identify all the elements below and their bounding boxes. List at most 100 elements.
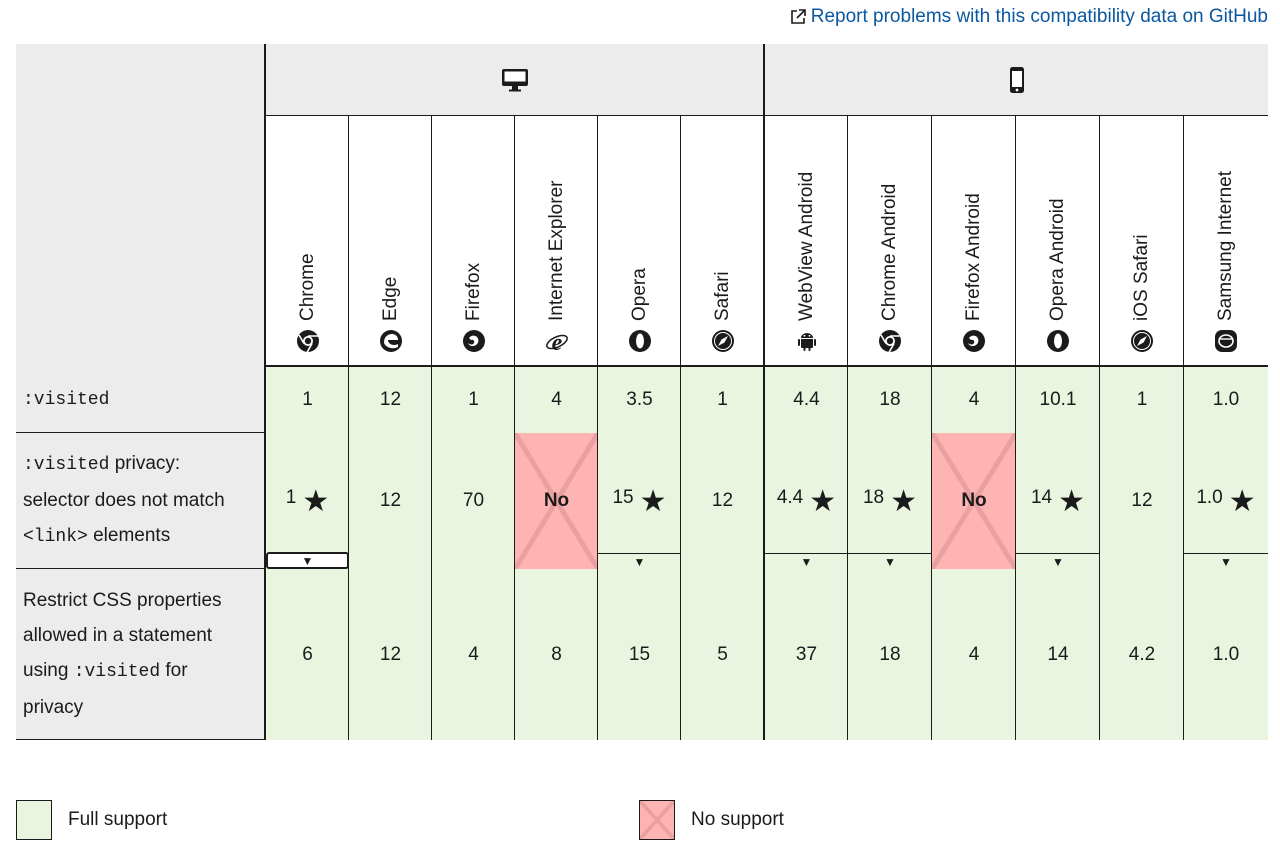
table-corner <box>16 44 265 367</box>
desktop-icon <box>502 68 528 91</box>
feature-code: <link> <box>23 527 88 547</box>
no-support-label: No <box>961 490 987 511</box>
support-cell: 4 <box>931 569 1016 740</box>
version-value: 3.5 <box>626 389 653 410</box>
support-cell: 4 <box>931 367 1016 434</box>
expand-toggle-icon[interactable]: ▼ <box>1016 553 1100 569</box>
version-value: 4 <box>968 389 980 410</box>
version-value: 12 <box>379 643 402 665</box>
browser-header-firefox-android: Firefox Android <box>931 116 1016 367</box>
note-star-icon: ★ <box>1228 485 1256 518</box>
support-cell: 6 <box>264 569 349 740</box>
feature-text: for <box>165 660 188 681</box>
no-support-label: No <box>543 490 570 511</box>
version-value: 1 <box>302 389 313 410</box>
feature-name-row-2: :visited privacy: selector does not match… <box>16 433 265 569</box>
support-cell: 12 <box>348 433 432 570</box>
feature-code: :visited <box>23 390 110 410</box>
support-cell: 12 <box>680 433 764 570</box>
browser-label: Firefox Android <box>963 193 984 321</box>
legend-none-label: No support <box>691 809 784 830</box>
full-support-swatch <box>16 800 52 840</box>
browser-label: Edge <box>379 276 401 321</box>
support-cell: 1.0 <box>1183 367 1268 434</box>
version-value: 70 <box>462 490 485 511</box>
safari-icon <box>1130 329 1154 353</box>
version-value: 1 <box>717 389 728 410</box>
legend-full-support: Full support <box>16 800 167 840</box>
version-value: 1.0 <box>1212 643 1240 665</box>
edge-icon <box>379 329 403 353</box>
expand-toggle-icon[interactable]: ▼ <box>598 553 681 569</box>
version-value: 1 <box>1136 389 1148 410</box>
report-problems-link[interactable]: Report problems with this compatibility … <box>789 6 1268 28</box>
samsung-icon <box>1214 329 1238 353</box>
support-cell: 70 <box>431 433 515 570</box>
version-value: 4 <box>551 389 562 410</box>
expand-toggle-icon[interactable]: ▼ <box>1184 553 1268 569</box>
legend-full-label: Full support <box>68 809 168 830</box>
support-cell: 8 <box>514 569 598 740</box>
firefox-icon <box>462 329 486 353</box>
browser-label: iOS Safari <box>1131 234 1152 321</box>
browser-header-ios-safari: iOS Safari <box>1099 116 1184 367</box>
support-cell: 1.0 <box>1183 569 1268 740</box>
support-cell[interactable]: 1.0 ★ ▼ <box>1183 433 1268 570</box>
feature-text: privacy: <box>114 453 181 474</box>
version-value: 12 <box>379 389 402 410</box>
feature-text: selector does not match <box>23 490 225 511</box>
version-value: 4 <box>468 643 479 665</box>
version-value: 1 <box>285 487 297 508</box>
external-link-icon <box>790 9 806 24</box>
expand-toggle-icon[interactable]: ▼ <box>266 552 349 569</box>
support-cell[interactable]: 18 ★ ▼ <box>847 433 932 570</box>
browser-header-webview-android: WebView Android <box>763 116 848 367</box>
version-value: 1 <box>468 389 479 410</box>
support-cell: 18 <box>847 569 932 740</box>
note-star-icon: ★ <box>890 485 918 518</box>
browser-label: Opera Android <box>1047 198 1068 321</box>
support-cell: 1 <box>264 367 349 434</box>
support-cell: 12 <box>1099 433 1184 570</box>
feature-code: :visited <box>73 662 161 682</box>
browser-header-chrome-android: Chrome Android <box>847 116 932 367</box>
version-value: 12 <box>379 490 402 511</box>
browser-header-internet-explorer: e Internet Explorer <box>514 116 598 367</box>
feature-name-row-1: :visited <box>16 367 265 433</box>
browser-label: Safari <box>711 271 733 321</box>
support-cell: 5 <box>680 569 764 740</box>
support-cell: 14 <box>1015 569 1100 740</box>
expand-toggle-icon[interactable]: ▼ <box>848 553 932 569</box>
version-value: 18 <box>862 487 885 508</box>
no-support-cell: No <box>931 433 1016 570</box>
support-cell[interactable]: 15 ★ ▼ <box>597 433 681 570</box>
feature-text: using <box>23 660 69 681</box>
expand-toggle-icon[interactable]: ▼ <box>765 553 848 569</box>
browser-label: Opera <box>628 268 650 321</box>
platform-desktop <box>264 44 764 117</box>
support-cell[interactable]: 1 ★ ▼ <box>264 433 349 570</box>
version-value: 15 <box>628 643 651 665</box>
browser-header-opera: Opera <box>597 116 681 367</box>
no-support-cell: No <box>514 433 598 570</box>
support-cell[interactable]: 14 ★ ▼ <box>1015 433 1100 570</box>
browser-label: Chrome <box>296 253 318 321</box>
firefox-icon <box>962 329 986 353</box>
opera-icon <box>628 329 652 353</box>
chrome-icon <box>296 329 320 353</box>
browser-header-chrome: Chrome <box>264 116 349 367</box>
browser-label: Firefox <box>462 262 484 321</box>
browser-header-opera-android: Opera Android <box>1015 116 1100 367</box>
support-cell: 1 <box>680 367 764 434</box>
version-value: 12 <box>711 490 734 511</box>
browser-header-firefox: Firefox <box>431 116 515 367</box>
opera-icon <box>1046 329 1070 353</box>
no-support-swatch <box>639 800 675 840</box>
support-cell: 15 <box>597 569 681 740</box>
support-cell[interactable]: 4.4 ★ ▼ <box>763 433 848 570</box>
note-star-icon: ★ <box>302 485 330 518</box>
browser-label: WebView Android <box>795 171 817 321</box>
feature-name-row-3: Restrict CSS properties allowed in a stat… <box>16 569 265 740</box>
mobile-icon <box>1009 66 1024 93</box>
version-value: 8 <box>551 643 562 665</box>
